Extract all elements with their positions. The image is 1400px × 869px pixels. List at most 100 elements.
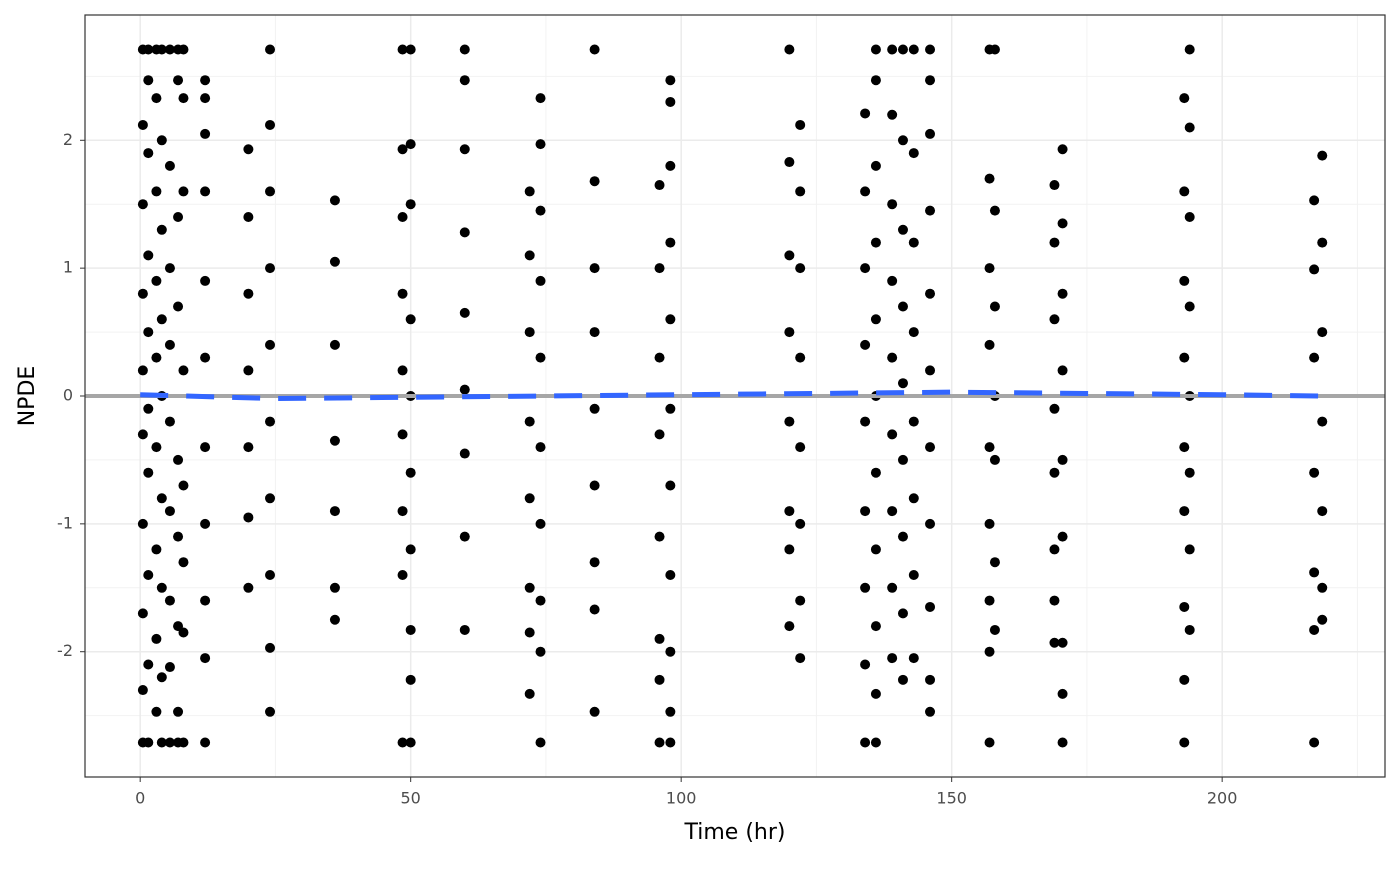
point <box>143 44 154 55</box>
point <box>524 627 535 638</box>
point <box>984 595 995 606</box>
point <box>405 544 416 555</box>
point <box>200 352 211 363</box>
point <box>589 604 600 615</box>
x-tick-label: 200 <box>1207 789 1238 808</box>
point <box>989 205 1000 216</box>
point <box>265 44 276 55</box>
point <box>1317 614 1328 625</box>
point <box>870 688 881 699</box>
point <box>397 44 408 55</box>
point <box>164 416 175 427</box>
point <box>795 595 806 606</box>
y-tick-label: -2 <box>57 641 73 660</box>
point <box>1049 237 1060 248</box>
point <box>1309 624 1320 635</box>
point <box>156 135 167 146</box>
point <box>151 186 162 197</box>
point <box>143 75 154 86</box>
point <box>784 327 795 338</box>
point <box>665 403 676 414</box>
point <box>795 352 806 363</box>
point <box>405 674 416 685</box>
point <box>397 569 408 580</box>
point <box>908 493 919 504</box>
point <box>178 627 189 638</box>
point <box>173 706 184 717</box>
point <box>925 442 936 453</box>
point <box>870 737 881 748</box>
point <box>925 44 936 55</box>
point <box>164 662 175 673</box>
point <box>870 621 881 632</box>
point <box>860 506 871 517</box>
point <box>795 263 806 274</box>
point <box>860 582 871 593</box>
point <box>1179 601 1190 612</box>
point <box>1184 467 1195 478</box>
point <box>151 442 162 453</box>
point <box>908 653 919 664</box>
point <box>1309 264 1320 275</box>
point <box>897 135 908 146</box>
point <box>329 195 340 206</box>
x-tick-label: 100 <box>666 789 697 808</box>
point <box>1184 301 1195 312</box>
point <box>459 448 470 459</box>
point <box>173 301 184 312</box>
point <box>143 467 154 478</box>
y-tick-label: 1 <box>63 258 73 277</box>
point <box>535 275 546 286</box>
point <box>405 467 416 478</box>
point <box>860 339 871 350</box>
point <box>654 429 665 440</box>
point <box>984 173 995 184</box>
point <box>265 569 276 580</box>
point <box>784 621 795 632</box>
point <box>164 737 175 748</box>
point <box>925 365 936 376</box>
point <box>535 139 546 150</box>
point <box>1184 624 1195 635</box>
point <box>243 144 254 155</box>
point <box>200 93 211 104</box>
point <box>1179 442 1190 453</box>
point <box>897 674 908 685</box>
point <box>897 224 908 235</box>
point <box>589 706 600 717</box>
point <box>459 384 470 395</box>
point <box>137 365 148 376</box>
point <box>887 199 898 210</box>
point <box>1317 506 1328 517</box>
point <box>200 186 211 197</box>
point <box>200 442 211 453</box>
point <box>665 237 676 248</box>
point <box>151 544 162 555</box>
point <box>589 327 600 338</box>
point <box>1049 180 1060 191</box>
point <box>524 582 535 593</box>
point <box>887 44 898 55</box>
point <box>535 646 546 657</box>
point <box>1049 403 1060 414</box>
point <box>535 595 546 606</box>
point <box>589 263 600 274</box>
point <box>265 186 276 197</box>
point <box>870 44 881 55</box>
point <box>151 633 162 644</box>
point <box>200 737 211 748</box>
point <box>654 352 665 363</box>
point <box>897 531 908 542</box>
point <box>897 44 908 55</box>
point <box>200 128 211 139</box>
point <box>908 416 919 427</box>
point <box>887 275 898 286</box>
point <box>164 595 175 606</box>
x-axis-title: Time (hr) <box>684 820 786 845</box>
point <box>1049 595 1060 606</box>
point <box>784 250 795 261</box>
point <box>589 403 600 414</box>
point <box>329 435 340 446</box>
point <box>151 706 162 717</box>
point <box>887 352 898 363</box>
